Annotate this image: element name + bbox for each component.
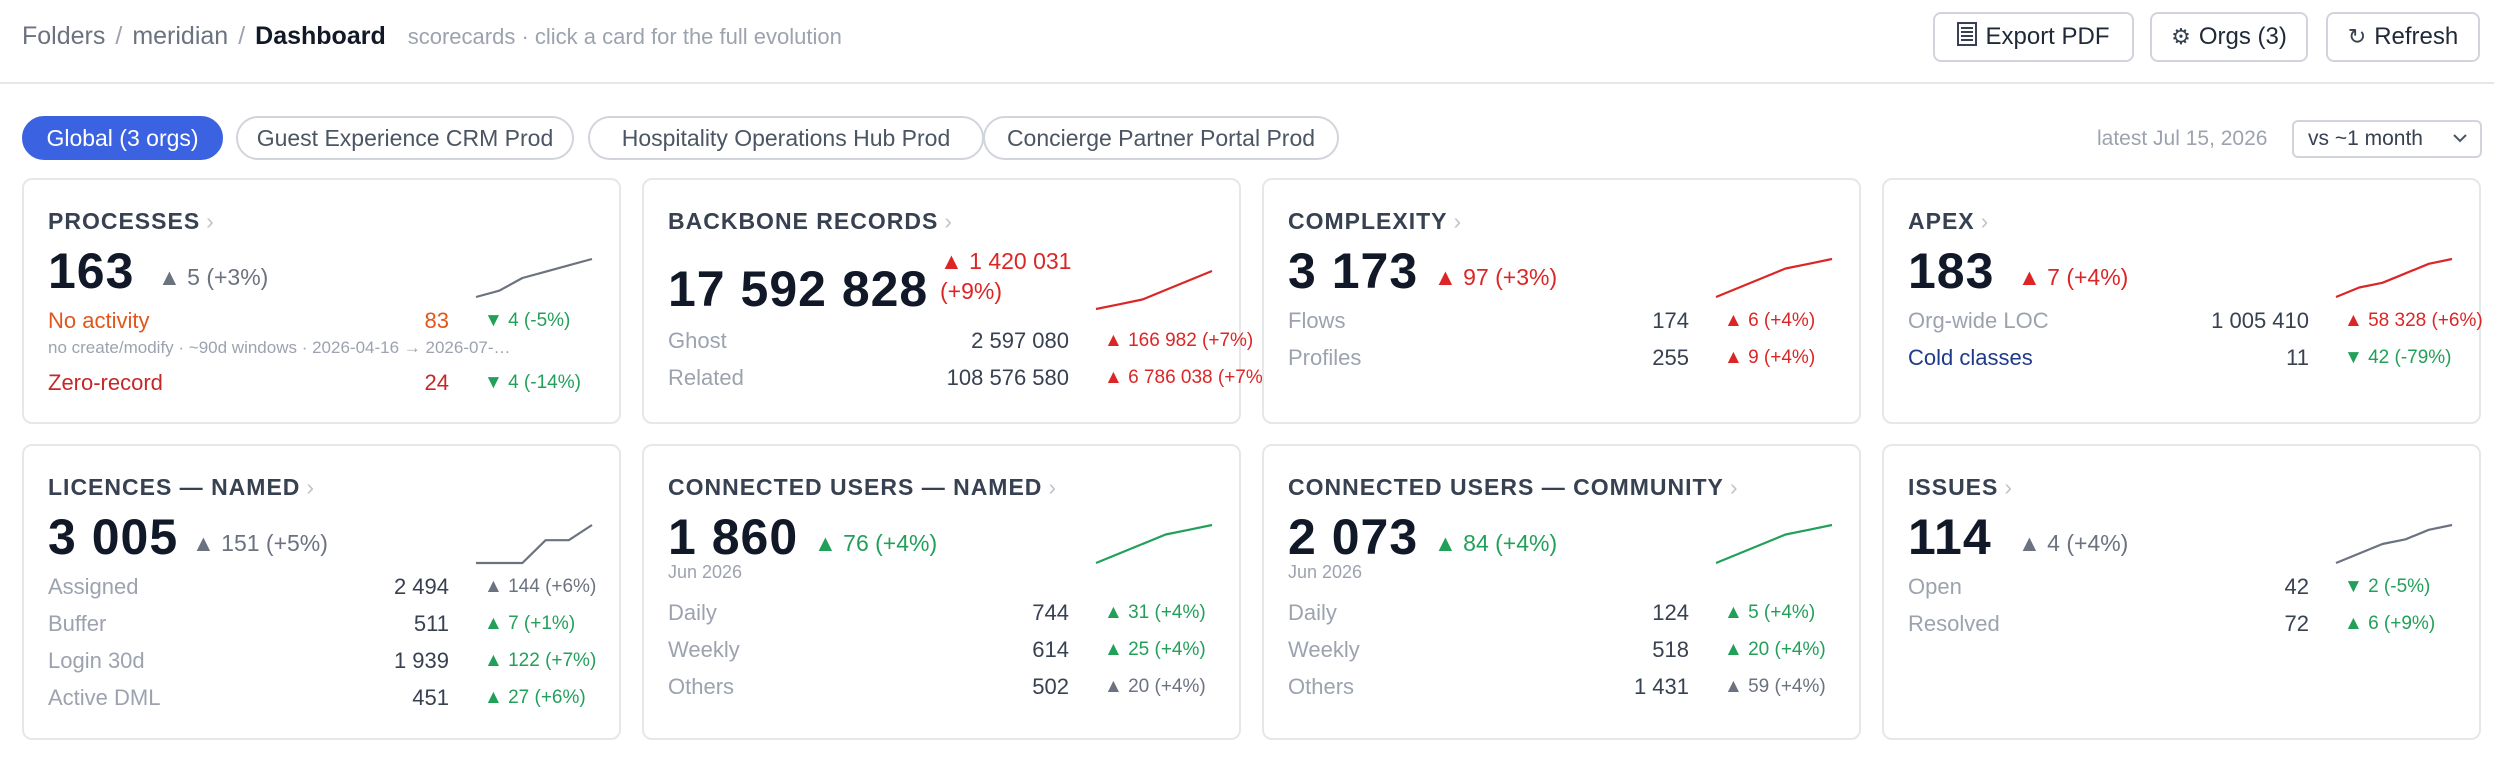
card-delta: ▲ 7 (+4%): [2018, 264, 2129, 290]
metric-row: Open 42 ▼ 2 (-5%): [1908, 574, 2431, 599]
metric-row: Login 30d 1 939 ▲ 122 (+7%): [48, 648, 597, 673]
compare-period-value: vs ~1 month: [2308, 127, 2423, 150]
sparkline: [2335, 523, 2453, 565]
metric-row: Related 108 576 580 ▲ 6 786 038 (+7%): [668, 365, 1270, 390]
card-delta: ▲ 84 (+4%): [1434, 530, 1558, 556]
sparkline: [475, 257, 593, 299]
card-value: 3 173: [1288, 243, 1419, 299]
card-title: CONNECTED USERS — COMMUNITY ›: [1288, 474, 1739, 500]
metric-row: Buffer 511 ▲ 7 (+1%): [48, 611, 576, 636]
sparkline: [1095, 269, 1213, 311]
page-hint: scorecards · click a card for the full e…: [407, 24, 842, 49]
card-value: 1 860: [668, 509, 799, 565]
breadcrumb-project[interactable]: meridian: [132, 22, 229, 50]
card-period: Jun 2026: [668, 562, 743, 582]
top-bar: Folders / meridian / Dashboard scorecards · c…: [0, 0, 2494, 84]
org-pill-concierge-portal[interactable]: Concierge Partner Portal Prod: [983, 116, 1339, 160]
sparkline-line: [476, 524, 593, 565]
sparkline: [2335, 257, 2453, 299]
sparkline: [1715, 257, 1833, 299]
refresh-icon: ↻: [2347, 24, 2367, 49]
card-processes[interactable]: PROCESSES › 163 ▲ 5 (+3%) No activity 83 …: [22, 178, 621, 424]
card-value: 183: [1908, 243, 1995, 299]
sparkline-line: [1095, 269, 1213, 311]
export-pdf-button[interactable]: Export PDF: [1933, 12, 2134, 62]
metric-row: No activity 83 ▼ 4 (-5%): [48, 308, 571, 333]
card-title: LICENCES — NAMED ›: [48, 474, 316, 500]
card-backbone-records[interactable]: BACKBONE RECORDS › 17 592 828 ▲ 1 420 031…: [642, 178, 1270, 424]
breadcrumb-separator: /: [115, 22, 123, 50]
page-title: Dashboard: [255, 22, 386, 50]
card-title: CONNECTED USERS — NAMED ›: [668, 474, 1058, 500]
metric-row: Profiles 255 ▲ 9 (+4%): [1288, 345, 1816, 370]
metric-row: Ghost 2 597 080 ▲ 166 982 (+7%): [668, 328, 1254, 353]
metric-row[interactable]: Cold classes 11 ▼ 42 (-79%): [1908, 345, 2452, 370]
sparkline: [1095, 523, 1213, 565]
sparkline: [476, 524, 593, 565]
breadcrumb-separator: /: [238, 22, 246, 50]
export-pdf-label: Export PDF: [1985, 23, 2110, 50]
refresh-button[interactable]: ↻ Refresh: [2326, 12, 2480, 62]
org-pill-global[interactable]: Global (3 orgs): [22, 116, 223, 160]
metric-row: Org-wide LOC 1 005 410 ▲ 58 328 (+6%): [1908, 308, 2483, 333]
card-title: APEX ›: [1908, 208, 1990, 234]
breadcrumb-folders[interactable]: Folders: [22, 22, 106, 50]
card-delta: ▲ 5 (+3%): [158, 264, 269, 290]
card-delta: ▲ 1 420 031: [940, 248, 1072, 274]
card-connected-users-named[interactable]: CONNECTED USERS — NAMED › 1 860 ▲ 76 (+4%…: [642, 444, 1241, 740]
metric-row: Daily 124 ▲ 5 (+4%): [1288, 600, 1816, 625]
gear-icon: ⚙: [2171, 24, 2191, 49]
sparkline-line: [1715, 523, 1833, 565]
card-title: BACKBONE RECORDS ›: [668, 208, 953, 234]
metric-row: Flows 174 ▲ 6 (+4%): [1288, 308, 1816, 333]
metric-row: Assigned 2 494 ▲ 144 (+6%): [48, 574, 597, 599]
card-delta: ▲ 4 (+4%): [2018, 530, 2129, 556]
org-pill-hospitality-ops[interactable]: Hospitality Operations Hub Prod: [588, 116, 984, 160]
breadcrumb: Folders / meridian / Dashboard scorecards · c…: [22, 22, 842, 51]
card-connected-users-community[interactable]: CONNECTED USERS — COMMUNITY › 2 073 ▲ 84 …: [1262, 444, 1861, 740]
metric-row: Weekly 518 ▲ 20 (+4%): [1288, 637, 1826, 662]
metric-row: Zero-record 24 ▼ 4 (-14%): [48, 370, 581, 395]
sparkline-line: [1095, 523, 1213, 565]
card-note: no create/modify · ~90d windows · 2026-0…: [48, 338, 511, 357]
orgs-button[interactable]: ⚙ Orgs (3): [2150, 12, 2308, 62]
card-delta: ▲ 76 (+4%): [814, 530, 938, 556]
card-complexity[interactable]: COMPLEXITY › 3 173 ▲ 97 (+3%) Flows 174 ▲…: [1262, 178, 1861, 424]
card-value: 2 073: [1288, 509, 1419, 565]
card-licences-named[interactable]: LICENCES — NAMED › 3 005 ▲ 151 (+5%) Assi…: [22, 444, 621, 740]
metric-row: Resolved 72 ▲ 6 (+9%): [1908, 611, 2436, 636]
card-delta: ▲ 151 (+5%): [192, 530, 328, 556]
card-value: 114: [1908, 509, 1992, 565]
card-value: 17 592 828: [668, 261, 929, 317]
latest-date: latest Jul 15, 2026: [2097, 127, 2268, 150]
metric-row: Daily 744 ▲ 31 (+4%): [668, 600, 1206, 625]
card-issues[interactable]: ISSUES › 114 ▲ 4 (+4%) Open 42 ▼ 2 (-5%) …: [1882, 444, 2481, 740]
org-pill-guest-experience[interactable]: Guest Experience CRM Prod: [236, 116, 574, 160]
card-value: 3 005: [48, 509, 179, 565]
card-title: COMPLEXITY ›: [1288, 208, 1463, 234]
sparkline-line: [1715, 257, 1833, 299]
card-title: PROCESSES ›: [48, 208, 215, 234]
sparkline-line: [2335, 257, 2453, 299]
card-value: 163: [48, 243, 135, 299]
metric-row: Others 1 431 ▲ 59 (+4%): [1288, 674, 1826, 699]
card-delta: ▲ 97 (+3%): [1434, 264, 1558, 290]
sparkline: [1715, 523, 1833, 565]
compare-period-select[interactable]: vs ~1 month: [2292, 120, 2482, 158]
refresh-label: Refresh: [2374, 23, 2459, 50]
card-apex[interactable]: APEX › 183 ▲ 7 (+4%) Org-wide LOC 1 005 4…: [1882, 178, 2483, 424]
document-icon: [1957, 22, 1978, 52]
card-title: ISSUES ›: [1908, 474, 2014, 500]
orgs-label: Orgs (3): [2198, 23, 2287, 50]
chevron-down-icon: [2450, 128, 2470, 154]
metric-row: Others 502 ▲ 20 (+4%): [668, 674, 1206, 699]
sparkline-line: [475, 257, 593, 299]
card-period: Jun 2026: [1288, 562, 1363, 582]
sparkline-line: [2335, 523, 2453, 565]
metric-row: Active DML 451 ▲ 27 (+6%): [48, 685, 586, 710]
card-delta-pct: (+9%): [940, 278, 1002, 304]
metric-row: Weekly 614 ▲ 25 (+4%): [668, 637, 1206, 662]
